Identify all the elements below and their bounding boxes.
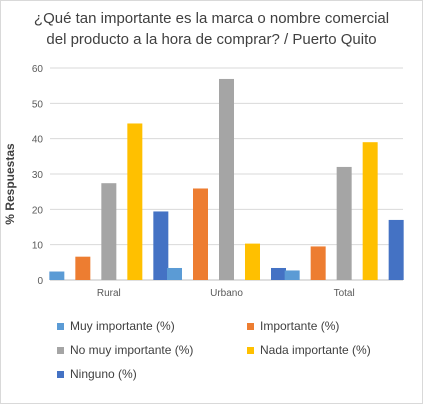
x-axis-ticks: Rural Urbano Total bbox=[97, 288, 355, 299]
chart-title-line-2: del producto a la hora de comprar? / Pue… bbox=[46, 31, 377, 48]
bar-total-1 bbox=[310, 246, 326, 280]
bar-rural-1 bbox=[75, 256, 91, 280]
y-tick-label: 60 bbox=[32, 64, 44, 75]
bar-rural-3 bbox=[127, 123, 143, 281]
bar-urbano-3 bbox=[245, 243, 260, 280]
x-tick-label: Rural bbox=[97, 288, 121, 299]
y-axis-label: % Respuestas bbox=[3, 143, 17, 225]
bar-total-2 bbox=[336, 166, 352, 280]
bar-urbano-2 bbox=[219, 78, 234, 280]
chart-title-line-1: ¿Qué tan importante es la marca o nombre… bbox=[33, 10, 390, 27]
bar-rural-4 bbox=[153, 211, 169, 280]
bar-urbano-4 bbox=[271, 267, 286, 280]
chart-title: ¿Qué tan importante es la marca o nombre… bbox=[0, 8, 423, 50]
y-tick-label: 0 bbox=[37, 276, 43, 287]
y-tick-label: 40 bbox=[32, 135, 44, 146]
x-tick-label: Total bbox=[334, 288, 355, 299]
bar-total-3 bbox=[362, 142, 378, 280]
bar-rural-2 bbox=[101, 183, 117, 280]
x-tick-label: Urbano bbox=[210, 288, 243, 299]
bars bbox=[49, 78, 404, 281]
y-tick-label: 30 bbox=[32, 170, 44, 181]
bar-rural-0 bbox=[49, 271, 65, 280]
bar-total-4 bbox=[388, 219, 404, 280]
y-tick-label: 10 bbox=[32, 241, 44, 252]
y-tick-label: 20 bbox=[32, 205, 44, 216]
bar-total-0 bbox=[284, 270, 300, 280]
y-tick-label: 50 bbox=[32, 99, 44, 110]
bar-urbano-1 bbox=[193, 188, 208, 280]
bar-urbano-0 bbox=[167, 267, 182, 280]
y-axis-ticks: 0 10 20 30 40 50 60 bbox=[32, 64, 44, 287]
